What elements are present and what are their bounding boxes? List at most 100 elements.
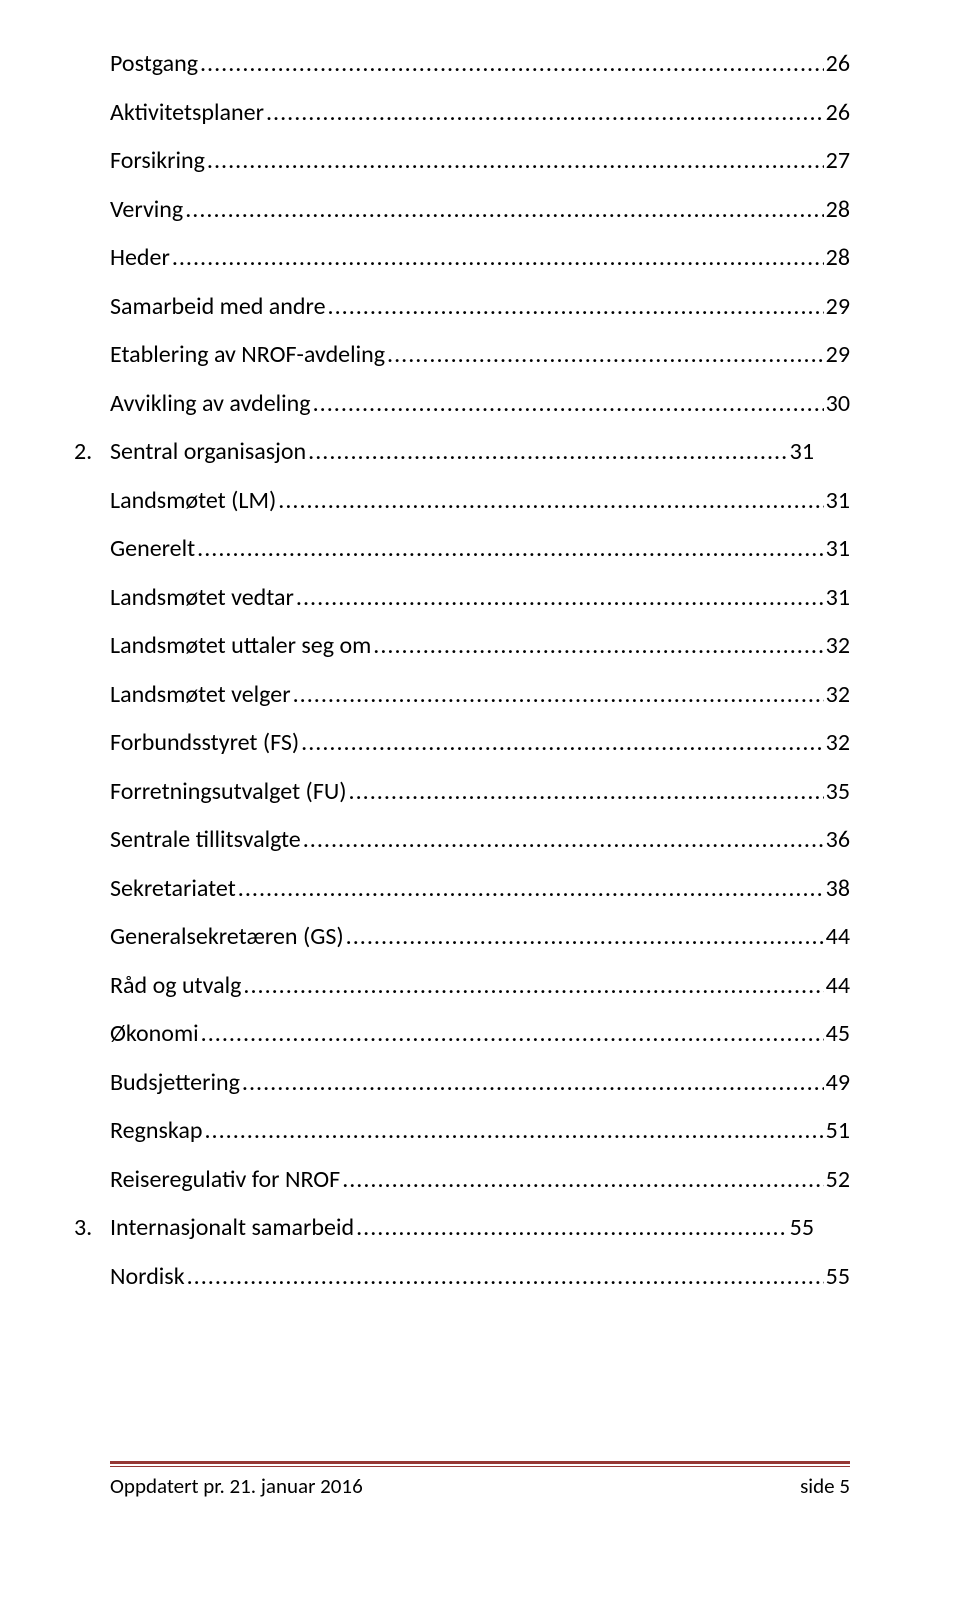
toc-page-number: 52 bbox=[824, 1168, 850, 1192]
toc-entry: Budsjettering ..........................… bbox=[110, 1071, 850, 1095]
toc-page-number: 35 bbox=[824, 780, 850, 804]
toc-label: Verving bbox=[110, 198, 183, 222]
toc-leader-dots: ........................................… bbox=[236, 877, 824, 901]
page-footer: Oppdatert pr. 21. januar 2016 side 5 bbox=[110, 1461, 850, 1499]
toc-label: Generelt bbox=[110, 537, 195, 561]
toc-entry: Samarbeid med andre ....................… bbox=[110, 295, 850, 319]
toc-label: Heder bbox=[110, 246, 170, 270]
toc-entry: Landsmøtet vedtar ......................… bbox=[110, 586, 850, 610]
toc-entry: Reiseregulativ for NROF ................… bbox=[110, 1168, 850, 1192]
toc-label: Aktivitetsplaner bbox=[110, 101, 264, 125]
toc-label: Avvikling av avdeling bbox=[110, 392, 311, 416]
toc-label: Reiseregulativ for NROF bbox=[110, 1168, 340, 1192]
toc-entry: Råd og utvalg ..........................… bbox=[110, 974, 850, 998]
toc-page-number: 55 bbox=[824, 1265, 850, 1289]
toc-page-number: 29 bbox=[824, 295, 850, 319]
toc-leader-dots: ........................................… bbox=[299, 731, 824, 755]
toc-page-number: 44 bbox=[824, 925, 850, 949]
toc-leader-dots: ........................................… bbox=[170, 246, 824, 270]
toc-page-number: 31 bbox=[824, 489, 850, 513]
table-of-contents: Postgang ...............................… bbox=[110, 52, 850, 1289]
page: Postgang ...............................… bbox=[0, 0, 960, 1599]
toc-leader-dots: ........................................… bbox=[344, 925, 824, 949]
toc-leader-dots: ........................................… bbox=[347, 780, 824, 804]
toc-label: Økonomi bbox=[110, 1022, 199, 1046]
toc-label: Internasjonalt samarbeid bbox=[110, 1216, 354, 1240]
toc-entry: Heder ..................................… bbox=[110, 246, 850, 270]
toc-label: Landsmøtet uttaler seg om bbox=[110, 634, 371, 658]
toc-page-number: 29 bbox=[824, 343, 850, 367]
toc-leader-dots: ........................................… bbox=[294, 586, 824, 610]
toc-label: Landsmøtet vedtar bbox=[110, 586, 294, 610]
toc-label: Regnskap bbox=[110, 1119, 202, 1143]
toc-label: Etablering av NROF-avdeling bbox=[110, 343, 385, 367]
toc-page-number: 27 bbox=[824, 149, 850, 173]
toc-label: Generalsekretæren (GS) bbox=[110, 925, 344, 949]
toc-page-number: 45 bbox=[824, 1022, 850, 1046]
footer-text: Oppdatert pr. 21. januar 2016 side 5 bbox=[110, 1473, 850, 1499]
toc-label: Sekretariatet bbox=[110, 877, 236, 901]
toc-label: Landsmøtet (LM) bbox=[110, 489, 276, 513]
toc-page-number: 31 bbox=[824, 586, 850, 610]
toc-leader-dots: ........................................… bbox=[311, 392, 824, 416]
toc-page-number: 32 bbox=[824, 731, 850, 755]
toc-label: Råd og utvalg bbox=[110, 974, 241, 998]
toc-leader-dots: ........................................… bbox=[340, 1168, 823, 1192]
toc-entry: Forretningsutvalget (FU) ...............… bbox=[110, 780, 850, 804]
toc-label: Samarbeid med andre bbox=[110, 295, 326, 319]
toc-section-number: 3. bbox=[74, 1216, 110, 1240]
toc-leader-dots: ........................................… bbox=[185, 1265, 824, 1289]
toc-leader-dots: ........................................… bbox=[371, 634, 823, 658]
toc-page-number: 26 bbox=[824, 101, 850, 125]
toc-page-number: 31 bbox=[824, 537, 850, 561]
toc-page-number: 30 bbox=[824, 392, 850, 416]
toc-label: Landsmøtet velger bbox=[110, 683, 291, 707]
toc-leader-dots: ........................................… bbox=[205, 149, 824, 173]
toc-page-number: 28 bbox=[824, 246, 850, 270]
toc-page-number: 49 bbox=[824, 1071, 850, 1095]
toc-entry: Landsmøtet velger ......................… bbox=[110, 683, 850, 707]
toc-entry: Økonomi ................................… bbox=[110, 1022, 850, 1046]
toc-entry: Aktivitetsplaner .......................… bbox=[110, 101, 850, 125]
toc-entry: Generalsekretæren (GS) .................… bbox=[110, 925, 850, 949]
toc-page-number: 32 bbox=[824, 683, 850, 707]
toc-leader-dots: ........................................… bbox=[240, 1071, 824, 1095]
toc-label: Nordisk bbox=[110, 1265, 185, 1289]
toc-entry: Regnskap ...............................… bbox=[110, 1119, 850, 1143]
toc-entry: Postgang ...............................… bbox=[110, 52, 850, 76]
toc-entry: Avvikling av avdeling ..................… bbox=[110, 392, 850, 416]
toc-leader-dots: ........................................… bbox=[195, 537, 824, 561]
toc-label: Budsjettering bbox=[110, 1071, 240, 1095]
toc-entry: Sekretariatet ..........................… bbox=[110, 877, 850, 901]
toc-label: Forbundsstyret (FS) bbox=[110, 731, 299, 755]
toc-entry: Sentrale tillitsvalgte .................… bbox=[110, 828, 850, 852]
toc-entry: Forbundsstyret (FS) ....................… bbox=[110, 731, 850, 755]
toc-leader-dots: ........................................… bbox=[326, 295, 824, 319]
toc-entry: 2.Sentral organisasjon .................… bbox=[74, 440, 814, 464]
toc-label: Forretningsutvalget (FU) bbox=[110, 780, 347, 804]
toc-entry: Landsmøtet uttaler seg om ..............… bbox=[110, 634, 850, 658]
toc-page-number: 44 bbox=[824, 974, 850, 998]
toc-page-number: 31 bbox=[788, 440, 814, 464]
toc-entry: Nordisk ................................… bbox=[110, 1265, 850, 1289]
toc-page-number: 32 bbox=[824, 634, 850, 658]
toc-leader-dots: ........................................… bbox=[354, 1216, 788, 1240]
toc-page-number: 28 bbox=[824, 198, 850, 222]
toc-entry: 3.Internasjonalt samarbeid .............… bbox=[74, 1216, 814, 1240]
toc-entry: Verving ................................… bbox=[110, 198, 850, 222]
footer-right: side 5 bbox=[800, 1473, 850, 1499]
toc-leader-dots: ........................................… bbox=[301, 828, 824, 852]
toc-leader-dots: ........................................… bbox=[385, 343, 824, 367]
toc-leader-dots: ........................................… bbox=[202, 1119, 823, 1143]
toc-leader-dots: ........................................… bbox=[276, 489, 823, 513]
toc-leader-dots: ........................................… bbox=[198, 52, 824, 76]
toc-leader-dots: ........................................… bbox=[291, 683, 824, 707]
footer-rule bbox=[110, 1461, 850, 1467]
toc-entry: Etablering av NROF-avdeling ............… bbox=[110, 343, 850, 367]
toc-label: Sentrale tillitsvalgte bbox=[110, 828, 301, 852]
toc-entry: Generelt ...............................… bbox=[110, 537, 850, 561]
toc-page-number: 38 bbox=[824, 877, 850, 901]
toc-leader-dots: ........................................… bbox=[306, 440, 788, 464]
toc-entry: Forsikring .............................… bbox=[110, 149, 850, 173]
toc-label: Sentral organisasjon bbox=[110, 440, 306, 464]
